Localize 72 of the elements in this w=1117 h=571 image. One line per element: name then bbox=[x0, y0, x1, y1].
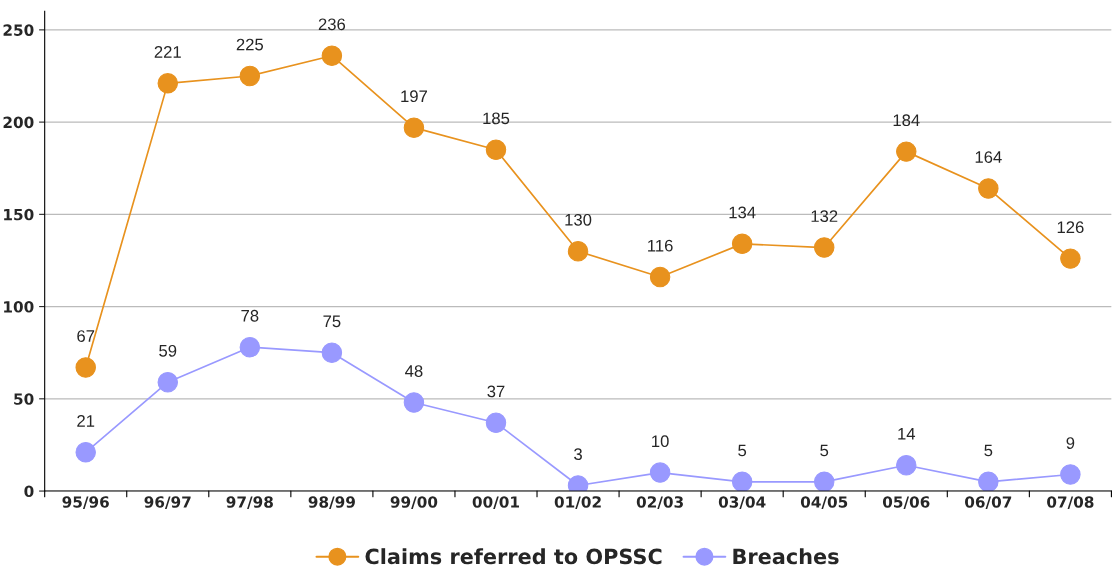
x-tick-label: 95/96 bbox=[62, 496, 109, 509]
point bbox=[567, 241, 589, 262]
x-tick-label: 05/06 bbox=[882, 496, 930, 509]
x-tick-label: 99/00 bbox=[390, 496, 438, 509]
point bbox=[239, 336, 261, 358]
data-label: 37 bbox=[487, 385, 505, 398]
point bbox=[403, 117, 425, 138]
x-tick-label: 98/99 bbox=[308, 496, 355, 509]
data-label: 236 bbox=[318, 18, 346, 31]
data-label: 197 bbox=[401, 90, 427, 103]
data-label: 132 bbox=[811, 210, 838, 223]
point bbox=[978, 178, 999, 199]
legend-label: Breaches bbox=[733, 548, 839, 565]
data-label: 5 bbox=[738, 444, 747, 457]
data-label: 3 bbox=[574, 448, 582, 461]
data-label: 67 bbox=[77, 330, 95, 342]
point bbox=[321, 342, 343, 363]
y-tick-label: 0 bbox=[24, 485, 34, 498]
data-label: 59 bbox=[159, 344, 177, 357]
y-tick-label: 100 bbox=[4, 301, 34, 313]
x-tick-label: 07/08 bbox=[1047, 496, 1094, 509]
data-label: 48 bbox=[405, 365, 423, 377]
point bbox=[731, 233, 753, 255]
x-tick-label: 04/05 bbox=[800, 496, 848, 509]
data-label: 185 bbox=[483, 112, 510, 125]
point bbox=[978, 471, 999, 492]
x-tick-label: 97/98 bbox=[226, 496, 273, 509]
data-label: 116 bbox=[648, 239, 673, 252]
point bbox=[1060, 248, 1081, 269]
data-label: 134 bbox=[729, 206, 756, 219]
point bbox=[813, 237, 835, 258]
point bbox=[75, 357, 96, 378]
point bbox=[485, 412, 507, 434]
data-label: 5 bbox=[820, 444, 829, 457]
point bbox=[649, 462, 671, 483]
x-tick-label: 00/01 bbox=[472, 496, 519, 509]
x-tick-label: 06/07 bbox=[965, 496, 1012, 509]
point bbox=[485, 139, 507, 161]
data-label: 126 bbox=[1057, 221, 1084, 234]
point bbox=[649, 266, 671, 288]
data-label: 9 bbox=[1066, 437, 1075, 449]
data-label: 10 bbox=[652, 435, 669, 448]
legend-label: Claims referred to OPSSC bbox=[365, 548, 662, 565]
data-label: 75 bbox=[323, 315, 341, 328]
y-tick-label: 150 bbox=[4, 208, 34, 221]
x-tick-label: 96/97 bbox=[144, 496, 191, 509]
x-tick-label: 01/02 bbox=[554, 496, 601, 509]
point bbox=[321, 45, 343, 66]
x-tick-label: 03/04 bbox=[718, 496, 766, 509]
point bbox=[239, 65, 261, 87]
data-label: 14 bbox=[898, 428, 916, 440]
point bbox=[75, 442, 96, 463]
point bbox=[157, 73, 179, 94]
point bbox=[896, 454, 917, 476]
data-label: 21 bbox=[77, 415, 95, 427]
data-label: 5 bbox=[984, 444, 993, 457]
point bbox=[1060, 464, 1081, 485]
point bbox=[896, 141, 917, 162]
point bbox=[731, 471, 753, 492]
point bbox=[157, 371, 179, 393]
y-tick-label: 200 bbox=[3, 116, 34, 129]
point bbox=[403, 392, 425, 413]
data-label: 164 bbox=[975, 151, 1002, 163]
data-label: 225 bbox=[236, 38, 264, 51]
data-label: 130 bbox=[565, 213, 592, 226]
data-label: 221 bbox=[154, 46, 181, 58]
y-tick-label: 250 bbox=[3, 24, 34, 36]
x-tick-label: 02/03 bbox=[636, 496, 683, 509]
point bbox=[813, 471, 835, 492]
data-label: 184 bbox=[893, 114, 920, 127]
data-label: 78 bbox=[241, 309, 259, 322]
y-tick-label: 50 bbox=[14, 393, 34, 405]
